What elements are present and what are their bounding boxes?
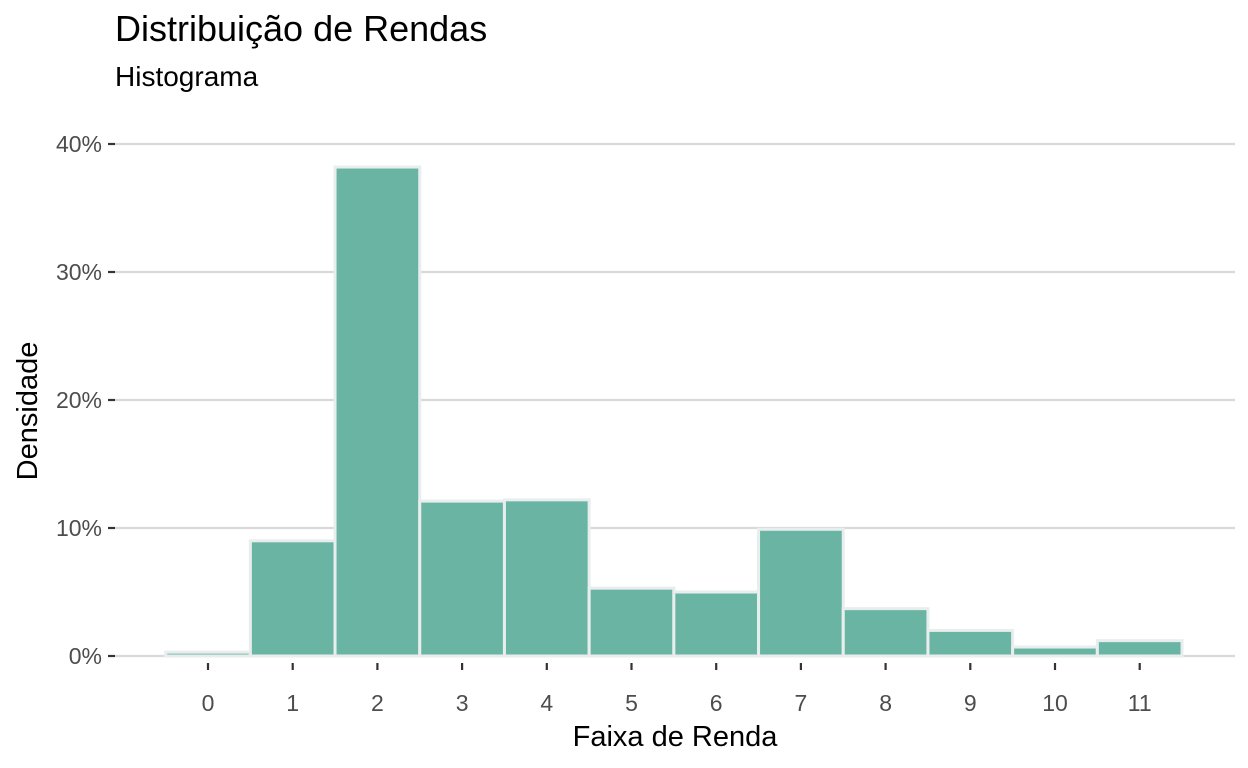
y-tick-label: 30% — [56, 259, 102, 285]
histogram-bar — [926, 628, 1015, 658]
y-tick-label: 10% — [56, 515, 102, 541]
x-tick-label: 3 — [456, 690, 469, 716]
histogram-bar — [757, 527, 845, 658]
histogram-bar — [333, 165, 422, 658]
x-tick-label: 1 — [286, 690, 299, 716]
histogram-bar — [248, 539, 337, 658]
histogram-bar — [841, 607, 930, 658]
histogram-bar — [1095, 639, 1184, 658]
x-tick-label: 4 — [540, 690, 553, 716]
y-tick-label: 20% — [56, 387, 102, 413]
x-tick-label: 7 — [795, 690, 808, 716]
x-tick-label: 6 — [710, 690, 723, 716]
histogram-bar — [672, 590, 761, 658]
chart-subtitle: Histograma — [115, 61, 259, 92]
x-tick-label: 0 — [202, 690, 215, 716]
histogram-bar — [587, 586, 676, 658]
histogram-bar — [502, 498, 591, 658]
y-tick-label: 40% — [56, 131, 102, 157]
x-tick-label: 8 — [879, 690, 892, 716]
histogram-bar — [1011, 645, 1099, 658]
histogram-bar — [164, 650, 252, 658]
y-tick-label: 0% — [69, 643, 102, 669]
chart-title: Distribuição de Rendas — [115, 8, 487, 49]
x-axis-ticks: 0 1 2 3 4 5 6 7 8 9 10 11 — [202, 663, 1152, 716]
y-axis-ticks: 0% 10% 20% 30% 40% — [56, 131, 115, 669]
x-tick-label: 9 — [964, 690, 977, 716]
x-tick-label: 2 — [371, 690, 384, 716]
x-tick-label: 11 — [1128, 690, 1152, 716]
x-tick-label: 5 — [625, 690, 638, 716]
x-axis-title: Faixa de Renda — [573, 721, 779, 753]
histogram-bars — [164, 165, 1184, 658]
histogram-bar — [418, 499, 506, 658]
x-tick-label: 10 — [1042, 690, 1068, 716]
y-axis-title: Densidade — [12, 342, 44, 481]
